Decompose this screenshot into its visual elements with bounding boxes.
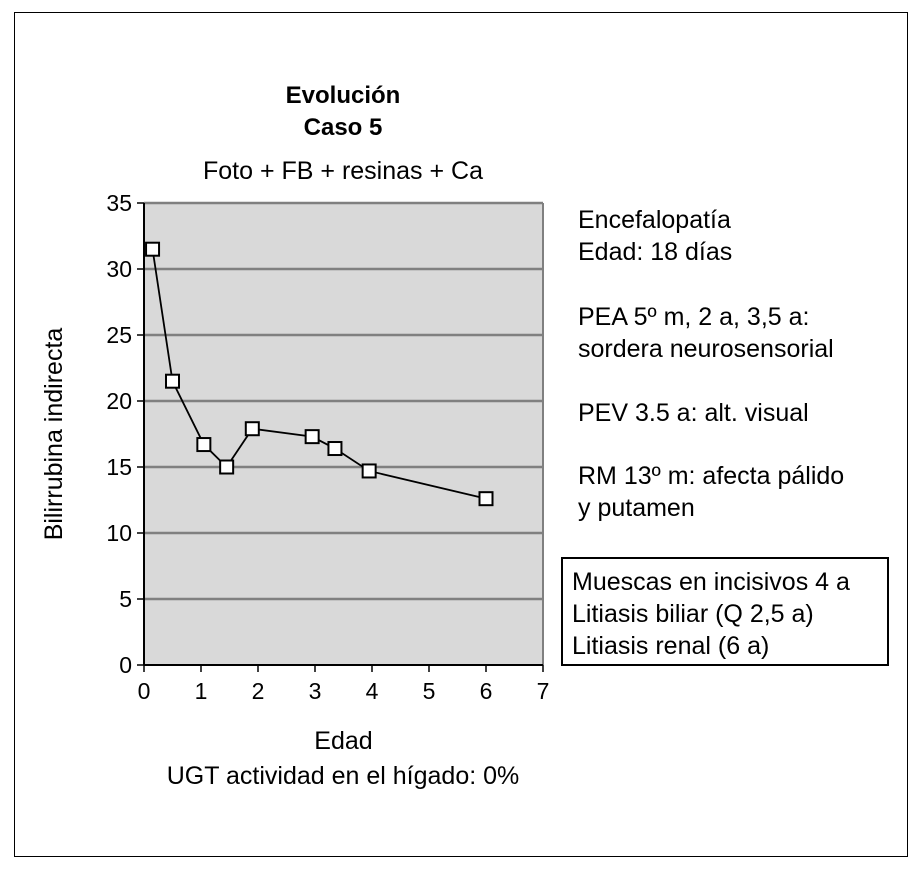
plot-area — [144, 203, 543, 665]
chart-title-case: Caso 5 — [303, 114, 383, 141]
boxed-notes: Muescas en incisivos 4 a Litiasis biliar… — [561, 557, 889, 666]
x-tick-label: 3 — [309, 678, 322, 704]
x-tick-label: 7 — [537, 678, 550, 704]
y-axis-label: Bilirrubina indirecta — [40, 328, 68, 541]
note-pea-line1: PEA 5º m, 2 a, 3,5 a: — [578, 303, 810, 331]
y-tick-label: 20 — [106, 388, 132, 414]
data-point — [219, 459, 235, 475]
data-point — [478, 491, 494, 507]
note-pev: PEV 3.5 a: alt. visual — [578, 397, 809, 429]
data-point — [361, 463, 377, 479]
x-tick-label: 1 — [195, 678, 208, 704]
boxed-note-line: Muescas en incisivos 4 a — [572, 568, 850, 596]
note-pea-line2: sordera neurosensorial — [578, 335, 834, 363]
y-tick-label: 5 — [119, 586, 132, 612]
y-tick-label: 0 — [119, 652, 132, 678]
x-tick-label: 5 — [423, 678, 436, 704]
y-tick-label: 10 — [106, 520, 132, 546]
note-rm-line1: RM 13º m: afecta pálido — [578, 462, 845, 490]
note-pev-line: PEV 3.5 a: alt. visual — [578, 399, 809, 427]
x-axis-label: Edad — [314, 727, 372, 755]
y-tick-label: 35 — [106, 190, 132, 216]
data-point — [145, 241, 161, 257]
chart-caption: UGT actividad en el hígado: 0% — [166, 762, 520, 790]
note-encefalopatia-line1: Encefalopatía — [578, 206, 731, 234]
note-rm-line2: y putamen — [578, 494, 695, 522]
data-point — [304, 429, 320, 445]
note-pea: PEA 5º m, 2 a, 3,5 a: sordera neurosenso… — [578, 301, 834, 365]
data-point — [327, 441, 343, 457]
figure-frame — [14, 12, 908, 857]
x-tick-label: 0 — [138, 678, 151, 704]
y-tick-label: 15 — [106, 454, 132, 480]
note-encefalopatia-line2: Edad: 18 días — [578, 238, 733, 266]
note-encefalopatia: Encefalopatía Edad: 18 días — [578, 204, 732, 268]
x-tick-label: 2 — [252, 678, 265, 704]
boxed-note-line: Litiasis renal (6 a) — [572, 632, 770, 660]
x-tick-label: 4 — [366, 678, 379, 704]
y-tick-label: 30 — [106, 256, 132, 282]
x-tick-label: 6 — [480, 678, 493, 704]
boxed-note-line: Litiasis biliar (Q 2,5 a) — [572, 600, 814, 628]
note-rm: RM 13º m: afecta pálido y putamen — [578, 460, 844, 524]
data-point — [165, 373, 180, 389]
data-point — [196, 437, 212, 453]
data-point — [244, 421, 260, 437]
y-tick-label: 25 — [106, 322, 132, 348]
chart-title: Evolución — [285, 82, 401, 109]
treatment-label: Foto + FB + resinas + Ca — [203, 157, 483, 185]
